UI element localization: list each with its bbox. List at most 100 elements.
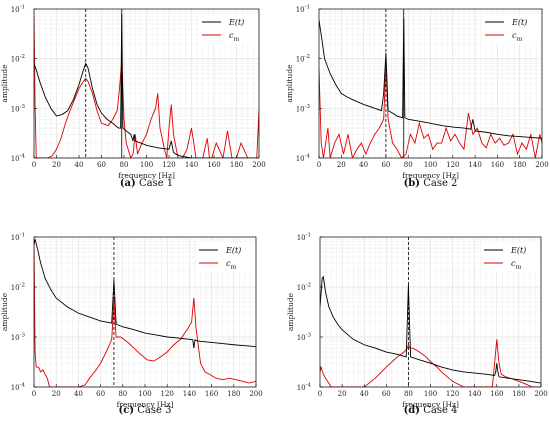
x-tick-label: 140 — [468, 161, 481, 169]
legend-entry: E(t) — [225, 246, 241, 255]
panel-caption: (d) Case 4 — [404, 405, 458, 416]
x-tick-label: 60 — [97, 161, 106, 169]
legend-box — [481, 242, 539, 272]
panel-caption: (b) Case 2 — [404, 178, 458, 189]
series-line-energy — [34, 239, 256, 349]
x-axis-label: frequency [Hz] — [117, 400, 174, 409]
y-tick-label: 10-2 — [297, 283, 311, 293]
chart-panel-1: 0 20 40 60 80 100 120 140 160 180 200 10-4 10-3 10-2 1… — [0, 5, 266, 190]
legend-box — [482, 14, 540, 44]
x-tick-label: 20 — [338, 390, 347, 398]
series-line-energy — [319, 18, 542, 139]
series-line-cm — [34, 244, 256, 387]
x-tick-label: 120 — [161, 390, 174, 398]
legend: E(t) cm — [482, 14, 540, 44]
chart-panel-2: 0 20 40 60 80 100 120 140 160 180 200 10-4 10-3 10-2 1… — [285, 5, 549, 190]
y-tick-label: 10-4 — [11, 154, 26, 164]
x-tick-label: 120 — [446, 161, 459, 169]
y-axis-label: amplitude — [0, 64, 9, 103]
y-axis-label: amplitude — [286, 292, 295, 331]
x-tick-label: 180 — [513, 161, 526, 169]
grid — [33, 9, 260, 159]
x-tick-label: 0 — [32, 161, 36, 169]
y-tick-label: 10-3 — [296, 104, 311, 114]
x-tick-label: 140 — [468, 390, 481, 398]
x-axis-label: frequency [Hz] — [402, 171, 459, 180]
y-tick-label: 10-1 — [297, 233, 311, 243]
panel-caption: (c) Case 3 — [119, 405, 172, 416]
legend-entry: cm — [512, 31, 522, 43]
x-tick-label: 40 — [360, 390, 369, 398]
legend-box — [199, 14, 257, 44]
x-tick-label: 180 — [227, 390, 240, 398]
x-tick-label: 160 — [207, 161, 220, 169]
legend-entry: cm — [229, 31, 239, 43]
y-axis-label: amplitude — [0, 292, 9, 331]
y-tick-label: 10-1 — [11, 5, 25, 15]
x-tick-label: 200 — [535, 161, 548, 169]
x-tick-label: 80 — [404, 390, 413, 398]
series-line-energy — [320, 275, 541, 384]
legend-box — [196, 242, 254, 272]
legend: E(t) cm — [199, 14, 257, 44]
legend-entry: E(t) — [228, 18, 244, 27]
x-tick-label: 40 — [75, 161, 84, 169]
y-tick-label: 10-2 — [11, 54, 25, 64]
x-tick-label: 80 — [118, 390, 127, 398]
x-tick-label: 200 — [252, 161, 265, 169]
x-axis-label: frequency [Hz] — [118, 171, 175, 180]
x-tick-label: 100 — [138, 390, 151, 398]
x-tick-label: 120 — [162, 161, 175, 169]
x-tick-label: 100 — [424, 161, 437, 169]
y-tick-label: 10-3 — [11, 104, 26, 114]
x-tick-label: 100 — [140, 161, 153, 169]
series-line-energy — [34, 13, 259, 158]
legend-entry: cm — [511, 259, 521, 271]
y-tick-label: 10-4 — [11, 383, 26, 393]
x-tick-label: 0 — [32, 390, 36, 398]
chart-panel-3: 0 20 40 60 80 100 120 140 160 180 200 10-4 10-3 10-2 1… — [0, 233, 263, 417]
y-tick-label: 10-4 — [296, 154, 311, 164]
x-tick-label: 80 — [120, 161, 129, 169]
x-tick-label: 20 — [52, 161, 61, 169]
x-tick-label: 20 — [337, 161, 346, 169]
legend: E(t) cm — [481, 242, 539, 272]
y-axis-label: amplitude — [285, 64, 294, 103]
y-tick-label: 10-2 — [11, 283, 25, 293]
x-tick-label: 180 — [230, 161, 243, 169]
x-tick-label: 140 — [185, 161, 198, 169]
x-tick-label: 180 — [512, 390, 525, 398]
series-line-cm — [34, 16, 259, 158]
x-tick-label: 20 — [52, 390, 61, 398]
x-tick-label: 40 — [74, 390, 83, 398]
y-tick-label: 10-2 — [296, 54, 310, 64]
x-tick-label: 80 — [404, 161, 413, 169]
x-tick-label: 200 — [249, 390, 262, 398]
x-axis-label: frequency [Hz] — [402, 400, 459, 409]
y-tick-label: 10-3 — [297, 333, 312, 343]
panel-caption: (a) Case 1 — [120, 178, 173, 189]
x-tick-label: 0 — [317, 161, 321, 169]
x-tick-label: 100 — [424, 390, 437, 398]
x-tick-label: 160 — [205, 390, 218, 398]
x-tick-label: 160 — [491, 161, 504, 169]
legend-entry: E(t) — [511, 18, 527, 27]
legend-entry: E(t) — [510, 246, 526, 255]
legend: E(t) cm — [196, 242, 254, 272]
x-tick-label: 120 — [446, 390, 459, 398]
x-tick-label: 40 — [359, 161, 368, 169]
x-tick-label: 0 — [318, 390, 322, 398]
x-tick-label: 140 — [183, 390, 196, 398]
y-tick-label: 10-4 — [297, 383, 312, 393]
chart-panel-4: 0 20 40 60 80 100 120 140 160 180 200 10-4 10-3 10-2 1… — [286, 233, 548, 417]
x-tick-label: 200 — [534, 390, 547, 398]
legend-entry: cm — [226, 259, 236, 271]
x-tick-label: 60 — [96, 390, 105, 398]
y-tick-label: 10-1 — [11, 233, 25, 243]
x-tick-label: 160 — [490, 390, 503, 398]
y-tick-label: 10-3 — [11, 333, 26, 343]
x-tick-label: 60 — [381, 161, 390, 169]
y-tick-label: 10-1 — [296, 5, 310, 15]
series-line-cm — [319, 63, 542, 158]
